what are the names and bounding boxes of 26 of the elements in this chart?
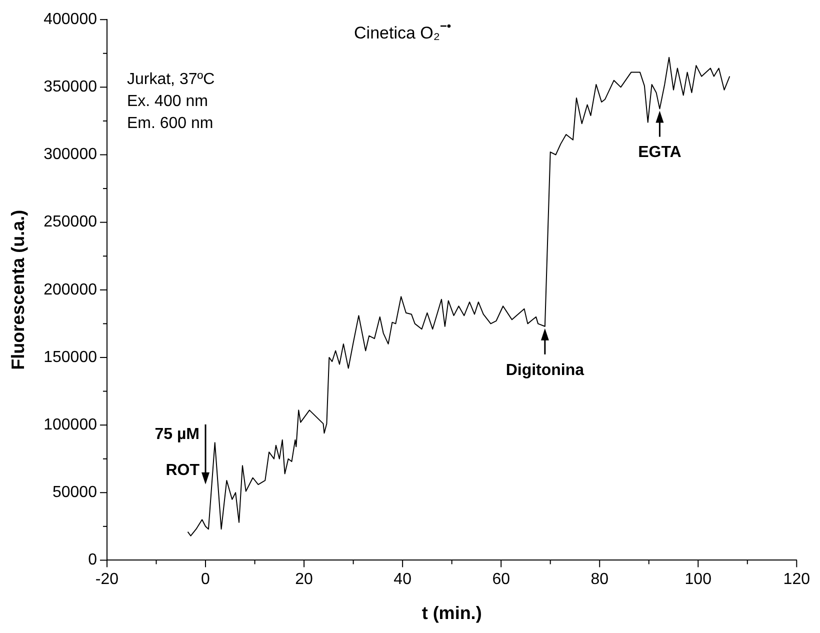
y-tick-label: 150000 [44,348,98,366]
x-tick-label: 20 [295,571,314,588]
y-tick-label: 200000 [44,281,98,298]
y-tick-label: 250000 [44,214,98,231]
annotation: Ex. 400 nm [126,93,208,110]
y-tick-label: 350000 [44,78,98,96]
x-axis-title: t (min.) [422,603,482,624]
chart-title: Cinetica O₂−• [354,19,452,42]
y-axis-title: Fluorescenta (u.a.) [8,210,28,370]
annotation: Digitonina [506,362,584,379]
y-tick-label: 50000 [52,484,98,502]
annotation: Em. 600 nm [126,115,214,132]
x-tick-label: 0 [201,571,210,588]
y-tick-label: 300000 [44,146,98,164]
y-tick-label: 0 [88,552,98,569]
x-tick-label: 80 [590,571,609,588]
annotation: 75 µM ROT [154,426,200,479]
y-tick-label: 100000 [44,416,98,434]
x-tick-label: -20 [95,571,119,588]
x-tick-label: 100 [684,571,712,588]
y-tick-label: 400000 [44,11,98,28]
x-tick-label: 60 [492,571,510,588]
annotation: Jurkat, 37ºC [126,71,215,88]
x-tick-label: 40 [394,571,412,588]
x-tick-label: 120 [783,571,810,588]
annotation: EGTA [638,144,682,162]
